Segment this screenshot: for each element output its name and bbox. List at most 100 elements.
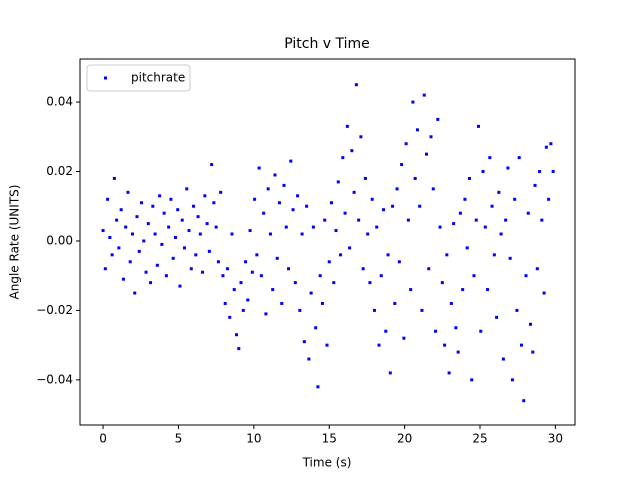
point — [481, 170, 485, 174]
point — [341, 156, 345, 160]
point — [182, 246, 186, 250]
point — [253, 197, 257, 201]
x-tick-label: 15 — [322, 432, 337, 446]
point — [162, 211, 166, 215]
point — [402, 336, 406, 340]
point — [379, 274, 383, 278]
point — [142, 239, 146, 243]
point — [336, 180, 340, 184]
point — [400, 163, 404, 167]
point — [275, 256, 279, 260]
point — [490, 204, 494, 208]
point — [167, 225, 171, 229]
point — [110, 253, 114, 257]
point — [302, 340, 306, 344]
point — [438, 225, 442, 229]
point — [137, 249, 141, 253]
point — [411, 100, 415, 104]
point — [176, 208, 180, 212]
point — [529, 322, 533, 326]
legend-box — [86, 64, 191, 92]
point — [124, 225, 128, 229]
point — [406, 218, 410, 222]
point — [377, 343, 381, 347]
point — [264, 312, 268, 316]
point — [345, 124, 349, 128]
point — [158, 194, 162, 198]
point — [284, 225, 288, 229]
point — [223, 301, 227, 305]
point — [547, 197, 551, 201]
point — [348, 246, 352, 250]
point — [343, 211, 347, 215]
x-tick-label: 5 — [175, 432, 183, 446]
point — [228, 315, 232, 319]
point — [497, 190, 501, 194]
point — [415, 128, 419, 132]
point — [203, 194, 207, 198]
point — [515, 308, 519, 312]
y-axis-label: Angle Rate (UNITS) — [8, 185, 22, 300]
y-tick-label: 0.02 — [46, 164, 73, 178]
point — [483, 225, 487, 229]
point — [470, 378, 474, 382]
point — [171, 256, 175, 260]
point — [386, 253, 390, 257]
point — [522, 399, 526, 403]
point — [517, 156, 521, 160]
plot-frame — [79, 58, 576, 426]
point — [323, 218, 327, 222]
point — [128, 260, 132, 264]
point — [429, 135, 433, 139]
point — [325, 343, 329, 347]
point — [289, 159, 293, 163]
point — [255, 253, 259, 257]
chart-title: Pitch v Time — [284, 36, 370, 52]
point — [334, 229, 338, 233]
point — [477, 124, 481, 128]
point — [115, 218, 119, 222]
point — [271, 288, 275, 292]
point — [366, 232, 370, 236]
point — [153, 232, 157, 236]
point — [140, 201, 144, 205]
point — [510, 378, 514, 382]
point — [538, 170, 542, 174]
point — [219, 190, 223, 194]
point — [196, 215, 200, 219]
point — [205, 222, 209, 226]
point — [212, 201, 216, 205]
point — [519, 343, 523, 347]
point — [106, 197, 110, 201]
point — [359, 135, 363, 139]
point — [280, 301, 284, 305]
point — [101, 229, 105, 233]
point — [436, 117, 440, 121]
point — [235, 333, 239, 337]
y-tick-label: −0.04 — [36, 372, 73, 386]
point — [192, 204, 196, 208]
point — [542, 291, 546, 295]
point — [329, 201, 333, 205]
point — [119, 208, 123, 212]
point — [463, 197, 467, 201]
point — [221, 274, 225, 278]
point — [112, 176, 116, 180]
point — [151, 204, 155, 208]
y-tick-label: 0.00 — [46, 233, 73, 247]
point — [370, 197, 374, 201]
point — [375, 225, 379, 229]
point — [339, 253, 343, 257]
point — [298, 308, 302, 312]
point — [388, 371, 392, 375]
point — [108, 235, 112, 239]
point — [495, 315, 499, 319]
point — [230, 232, 234, 236]
point — [440, 281, 444, 285]
point — [259, 274, 263, 278]
point — [178, 284, 182, 288]
point — [237, 347, 241, 351]
point — [117, 246, 121, 250]
point — [395, 187, 399, 191]
point — [357, 218, 361, 222]
